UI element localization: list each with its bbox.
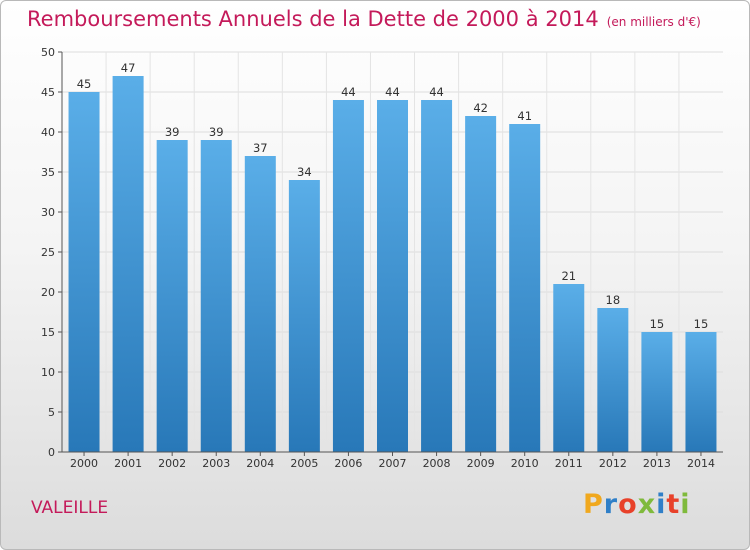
bar bbox=[377, 100, 408, 452]
bar-value-label: 37 bbox=[253, 141, 268, 155]
bar-value-label: 44 bbox=[385, 85, 400, 99]
x-tick-label: 2004 bbox=[246, 457, 274, 470]
logo-letter: t bbox=[666, 489, 681, 520]
logo-letter: r bbox=[603, 489, 619, 520]
title-text: Remboursements Annuels de la Dette de 20… bbox=[27, 7, 599, 31]
bar-value-label: 39 bbox=[209, 125, 224, 139]
x-tick-label: 2007 bbox=[379, 457, 407, 470]
bar bbox=[465, 116, 497, 452]
bar-value-label: 44 bbox=[341, 85, 356, 99]
bar bbox=[156, 140, 188, 452]
labels: 0 5 10 15 20 25 30 35 40 45 50 45 2000 47 2001 39 2002 39… bbox=[41, 46, 715, 470]
bar-value-label: 18 bbox=[606, 293, 621, 307]
x-tick-label: 2005 bbox=[290, 457, 318, 470]
logo-letter: o bbox=[618, 489, 638, 520]
bar-value-label: 44 bbox=[429, 85, 444, 99]
y-tick-label: 10 bbox=[41, 366, 55, 379]
y-tick-label: 35 bbox=[41, 166, 55, 179]
chart-title: Remboursements Annuels de la Dette de 20… bbox=[27, 7, 701, 31]
y-tick-label: 30 bbox=[41, 206, 55, 219]
y-tick-label: 45 bbox=[41, 86, 55, 99]
x-tick-label: 2013 bbox=[643, 457, 671, 470]
bar-value-label: 42 bbox=[473, 101, 488, 115]
y-tick-label: 0 bbox=[48, 446, 55, 459]
x-tick-label: 2009 bbox=[467, 457, 495, 470]
bar-value-label: 21 bbox=[561, 269, 576, 283]
x-tick-label: 2010 bbox=[511, 457, 539, 470]
bar bbox=[288, 180, 320, 452]
x-tick-label: 2000 bbox=[70, 457, 98, 470]
x-tick-label: 2006 bbox=[334, 457, 362, 470]
bar bbox=[421, 100, 453, 452]
bar bbox=[641, 332, 673, 452]
bar bbox=[553, 284, 585, 452]
x-tick-label: 2008 bbox=[423, 457, 451, 470]
y-tick-label: 15 bbox=[41, 326, 55, 339]
chart-subtitle: (en milliers d'€) bbox=[606, 15, 701, 29]
bar bbox=[244, 156, 276, 452]
bar bbox=[685, 332, 717, 452]
x-tick-label: 2011 bbox=[555, 457, 583, 470]
proxiti-logo: Proxiti bbox=[583, 489, 691, 520]
x-tick-label: 2012 bbox=[599, 457, 627, 470]
bar-value-label: 39 bbox=[165, 125, 180, 139]
bar-value-label: 34 bbox=[297, 165, 312, 179]
logo-letter: P bbox=[583, 489, 604, 520]
axes bbox=[58, 51, 723, 456]
bar-value-label: 15 bbox=[650, 317, 665, 331]
logo-letter: x bbox=[637, 489, 657, 520]
bar-value-label: 15 bbox=[694, 317, 709, 331]
bar bbox=[597, 308, 629, 452]
bars bbox=[68, 76, 717, 452]
bar bbox=[200, 140, 232, 452]
bar bbox=[112, 76, 144, 452]
y-tick-label: 40 bbox=[41, 126, 55, 139]
logo-letter: i bbox=[656, 489, 667, 520]
bar bbox=[68, 92, 100, 452]
x-tick-label: 2002 bbox=[158, 457, 186, 470]
x-tick-label: 2001 bbox=[114, 457, 142, 470]
logo-letter: i bbox=[680, 489, 691, 520]
commune-name: VALEILLE bbox=[31, 498, 109, 518]
bar bbox=[509, 124, 541, 452]
bar-value-label: 41 bbox=[517, 109, 532, 123]
bar bbox=[332, 100, 364, 452]
bar-value-label: 45 bbox=[77, 77, 92, 91]
y-tick-label: 5 bbox=[48, 406, 55, 419]
bar-value-label: 47 bbox=[121, 61, 136, 75]
y-tick-label: 20 bbox=[41, 286, 55, 299]
x-tick-label: 2014 bbox=[687, 457, 715, 470]
x-tick-label: 2003 bbox=[202, 457, 230, 470]
y-tick-label: 50 bbox=[41, 46, 55, 59]
y-tick-label: 25 bbox=[41, 246, 55, 259]
